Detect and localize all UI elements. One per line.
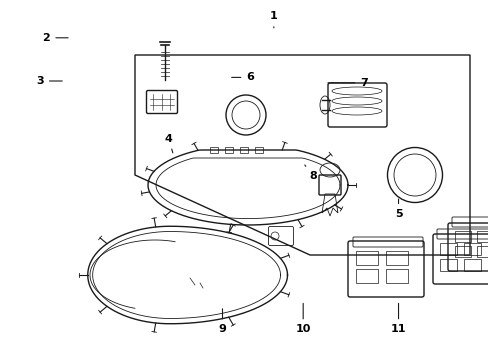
Text: 11: 11: [390, 303, 406, 334]
Bar: [254, 147, 263, 153]
Text: 7: 7: [327, 78, 367, 88]
Text: 3: 3: [36, 76, 62, 86]
Bar: [454, 231, 470, 242]
Bar: [224, 147, 232, 153]
Text: 10: 10: [295, 303, 310, 334]
Bar: [476, 246, 488, 257]
Bar: [454, 246, 470, 257]
Text: 1: 1: [269, 11, 277, 28]
Bar: [209, 147, 218, 153]
Text: 4: 4: [164, 134, 172, 153]
Text: 5: 5: [394, 199, 402, 219]
Text: 2: 2: [42, 33, 68, 43]
Bar: [240, 147, 247, 153]
Text: 8: 8: [304, 165, 316, 181]
Bar: [385, 251, 407, 265]
Bar: [439, 243, 456, 255]
Bar: [385, 269, 407, 283]
Bar: [463, 243, 480, 255]
Text: 6: 6: [231, 72, 254, 82]
Bar: [439, 259, 456, 271]
Bar: [463, 259, 480, 271]
Text: 9: 9: [218, 309, 226, 334]
Bar: [355, 269, 377, 283]
Bar: [355, 251, 377, 265]
Bar: [476, 231, 488, 242]
